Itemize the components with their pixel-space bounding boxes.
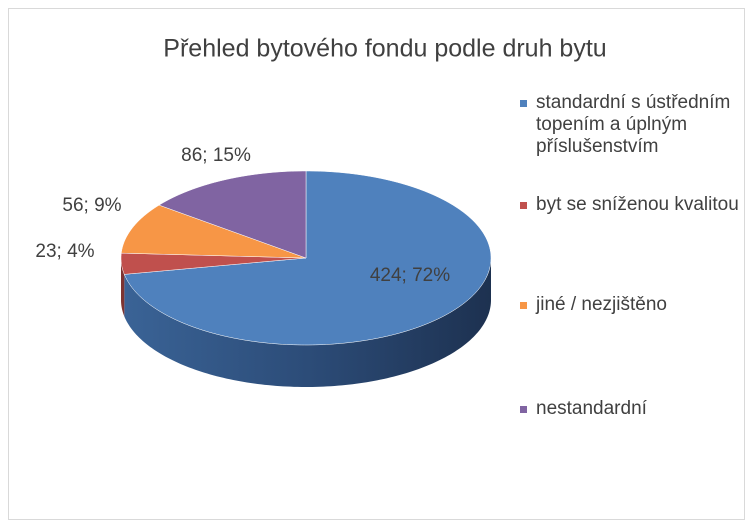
legend-item: byt se sníženou kvalitou — [520, 194, 745, 216]
pie-slice — [120, 252, 307, 275]
legend-label: jiné / nezjištěno — [536, 294, 667, 315]
legend-label: byt se sníženou kvalitou — [536, 194, 739, 215]
slice-side — [124, 258, 491, 387]
legend-swatch — [520, 100, 527, 107]
legend-item: jiné / nezjištěno — [520, 294, 745, 316]
legend-swatch — [520, 202, 527, 209]
data-label: 23; 4% — [35, 241, 94, 262]
legend-swatch — [520, 406, 527, 413]
chart-title: Přehled bytového fondu podle druh bytu — [163, 35, 606, 63]
legend-label: nestandardní — [536, 398, 647, 419]
pie-slice — [158, 170, 307, 259]
legend-item: standardní s ústředním topením a úplným … — [520, 92, 745, 158]
legend-label: standardní s ústředním topením a úplným … — [536, 92, 731, 157]
data-label: 56; 9% — [62, 195, 121, 216]
pie-slice — [123, 170, 492, 346]
legend-item: nestandardní — [520, 398, 745, 420]
data-label: 424; 72% — [370, 265, 450, 286]
legend-swatch — [520, 302, 527, 309]
data-label: 86; 15% — [181, 145, 251, 166]
pie-slice — [121, 204, 307, 259]
